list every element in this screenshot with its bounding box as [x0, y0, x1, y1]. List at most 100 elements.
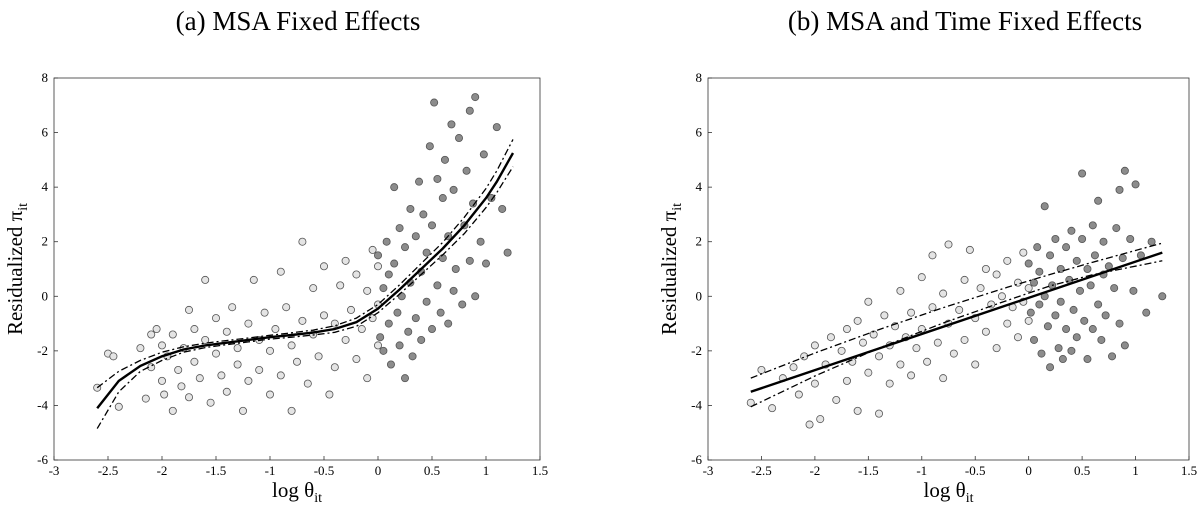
y-tick-label: -4 [37, 397, 48, 412]
light-data-point [992, 344, 1001, 353]
dark-data-point [384, 270, 393, 279]
light-data-point [816, 415, 825, 424]
light-data-point [917, 273, 926, 282]
dark-data-point [404, 327, 413, 336]
dark-data-point [422, 248, 431, 257]
light-data-point [880, 311, 889, 320]
confidence-band-lower [96, 166, 514, 429]
x-tick-label: 0 [375, 463, 382, 478]
dark-data-point [444, 319, 453, 328]
light-data-point [206, 398, 215, 407]
light-data-point [168, 406, 177, 415]
light-data-point [757, 365, 766, 374]
dark-data-point [1120, 341, 1129, 350]
x-tick-label: 0 [1025, 463, 1032, 478]
dark-data-point [1099, 237, 1108, 246]
light-data-point [276, 267, 285, 276]
light-data-point [875, 352, 884, 361]
light-data-point [842, 325, 851, 334]
dark-data-point [476, 237, 485, 246]
dark-data-point [1056, 264, 1065, 273]
confidence-band-upper [96, 139, 514, 389]
light-data-point [368, 245, 377, 254]
light-data-point [842, 376, 851, 385]
dark-data-point [1078, 234, 1087, 243]
light-data-point [325, 390, 334, 399]
light-data-point [907, 308, 916, 317]
light-data-point [373, 341, 382, 350]
light-data-point [864, 368, 873, 377]
light-data-point [933, 338, 942, 347]
plot-frame [707, 77, 1190, 461]
light-data-point [244, 376, 253, 385]
light-data-point [287, 406, 296, 415]
dark-data-point [1108, 352, 1117, 361]
x-tick-label: -1 [265, 463, 276, 478]
dark-data-point [1056, 297, 1065, 306]
light-data-point [157, 341, 166, 350]
y-tick-label: -6 [691, 452, 702, 467]
dark-data-point [1035, 300, 1044, 309]
light-data-point [858, 338, 867, 347]
dark-data-point [390, 259, 399, 268]
dark-data-point [462, 166, 471, 175]
light-data-point [896, 286, 905, 295]
x-tick-label: -0.5 [314, 463, 335, 478]
dark-data-point [430, 98, 439, 107]
dark-data-point [408, 352, 417, 361]
dark-data-point [1051, 311, 1060, 320]
light-data-point [917, 325, 926, 334]
light-data-point [298, 316, 307, 325]
light-data-point [271, 325, 280, 334]
light-data-point [1019, 248, 1028, 257]
dark-data-point [1069, 305, 1078, 314]
dark-data-point [1058, 355, 1067, 364]
dark-data-point [1035, 267, 1044, 276]
dark-data-point [469, 199, 478, 208]
dark-data-point [382, 237, 391, 246]
dark-data-point [454, 134, 463, 143]
dark-data-point [1062, 243, 1071, 252]
dark-data-point [390, 183, 399, 192]
light-data-point [896, 360, 905, 369]
y-tick-label: 6 [696, 125, 703, 140]
dark-data-point [427, 221, 436, 230]
confidence-band-lower [750, 260, 1163, 408]
light-data-point [853, 316, 862, 325]
dark-data-point [1110, 284, 1119, 293]
dark-data-point [479, 150, 488, 159]
plot-frame [53, 77, 541, 461]
light-data-point [939, 289, 948, 298]
light-data-point [282, 303, 291, 312]
light-data-point [357, 325, 366, 334]
dark-data-point [1131, 180, 1140, 189]
light-data-point [298, 237, 307, 246]
dark-data-point [471, 292, 480, 301]
y-tick-label: 4 [42, 179, 49, 194]
light-data-point [832, 395, 841, 404]
dark-data-point [417, 335, 426, 344]
dark-data-point [415, 177, 424, 186]
light-data-point [837, 346, 846, 355]
x-tick-label: -2 [809, 463, 820, 478]
panel-a: (a) MSA Fixed Effects -3 -2.5 -2 -1.5 -1 -0.5 0… [3, 6, 548, 505]
dark-data-point [425, 142, 434, 151]
dark-data-point [481, 259, 490, 268]
x-tick-label: -2 [157, 463, 168, 478]
dark-data-point [400, 374, 409, 383]
light-data-point [971, 360, 980, 369]
light-data-point [368, 314, 377, 323]
light-data-point [276, 371, 285, 380]
light-data-point [346, 305, 355, 314]
light-data-point [373, 262, 382, 271]
dark-data-point [1088, 325, 1097, 334]
dark-data-point [1115, 319, 1124, 328]
dark-data-point [411, 314, 420, 323]
light-data-point [184, 305, 193, 314]
dark-data-point [1075, 286, 1084, 295]
dark-data-point [1112, 224, 1121, 233]
light-data-point [160, 390, 169, 399]
light-data-point [363, 374, 372, 383]
chart-title: (b) MSA and Time Fixed Effects [788, 6, 1142, 36]
light-data-point [265, 390, 274, 399]
